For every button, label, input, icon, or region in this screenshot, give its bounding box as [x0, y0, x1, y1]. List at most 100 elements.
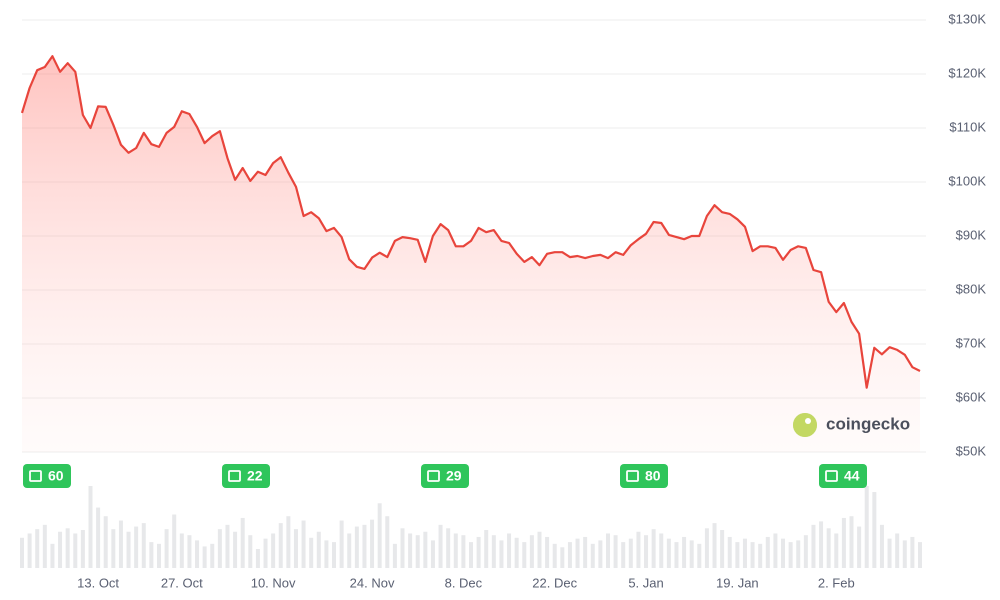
volume-bar: [408, 533, 413, 568]
volume-bar: [773, 533, 778, 568]
volume-bar: [491, 535, 496, 568]
x-tick-label: 22. Dec: [532, 575, 577, 590]
volume-bar: [370, 519, 375, 568]
volume-bar: [210, 543, 215, 568]
x-tick-label: 27. Oct: [161, 575, 203, 590]
volume-bar: [73, 533, 78, 568]
volume-bar: [727, 536, 732, 568]
volume-bar: [103, 516, 108, 568]
volume-bar: [172, 514, 177, 568]
volume-bar: [423, 531, 428, 568]
volume-bar: [195, 540, 200, 568]
badge-bg: [421, 464, 469, 488]
volume-bar: [187, 535, 192, 568]
volume-bar: [682, 536, 687, 568]
volume-bar: [819, 521, 824, 568]
volume-bar: [141, 523, 146, 568]
volume-bar: [499, 540, 504, 568]
badge-bg: [819, 464, 867, 488]
volume: [20, 486, 922, 568]
volume-bar: [362, 524, 367, 568]
volume-bar: [202, 546, 207, 568]
volume-bar: [697, 543, 702, 568]
volume-bar: [255, 549, 260, 568]
badge-bg: [620, 464, 668, 488]
volume-bar: [80, 530, 85, 568]
badge-count: 22: [247, 468, 263, 484]
logo-glow: [793, 413, 817, 437]
y-tick-label: $50K: [956, 443, 987, 458]
logo-eye: [805, 418, 811, 424]
volume-bar: [560, 547, 565, 568]
volume-bar: [537, 531, 542, 568]
volume-bar: [552, 543, 557, 568]
badge-icon: [427, 470, 440, 482]
volume-bar: [636, 531, 641, 568]
badge-count: 29: [446, 468, 462, 484]
volume-bar: [96, 507, 101, 568]
volume-bar: [118, 520, 123, 568]
badge-icon: [626, 470, 639, 482]
news-badge: 44: [819, 464, 867, 488]
volume-bar: [742, 538, 747, 568]
volume-bar: [788, 542, 793, 568]
x-tick-label: 8. Dec: [445, 575, 483, 590]
volume-bar: [88, 486, 93, 568]
volume-bar: [879, 524, 884, 568]
volume-bar: [720, 530, 725, 568]
volume-bar: [758, 543, 763, 568]
volume-bar: [613, 535, 618, 568]
volume-bar: [651, 529, 656, 568]
news-badge: 29: [421, 464, 469, 488]
volume-bar: [293, 529, 298, 568]
volume-bar: [20, 537, 24, 568]
badge-icon: [29, 470, 42, 482]
volume-bar: [674, 542, 679, 568]
volume-bar: [902, 540, 907, 568]
volume-bar: [27, 533, 32, 568]
volume-bar: [126, 531, 131, 568]
volume-bar: [765, 536, 770, 568]
watermark-text: coingecko: [826, 414, 910, 433]
volume-bar: [476, 536, 481, 568]
badge-bg: [222, 464, 270, 488]
news-badge: 60: [23, 464, 71, 488]
volume-bar: [621, 542, 626, 568]
volume-bar: [415, 535, 420, 568]
volume-bar: [918, 542, 922, 568]
y-tick-label: $110K: [949, 119, 986, 134]
volume-bar: [453, 533, 458, 568]
volume-bar: [735, 542, 740, 568]
volume-bar: [354, 526, 359, 568]
volume-bar: [522, 542, 527, 568]
watermark: coingecko: [793, 413, 910, 437]
volume-bar: [438, 524, 443, 568]
volume-bar: [514, 537, 519, 568]
volume-bar: [385, 516, 390, 568]
volume-bar: [849, 516, 854, 568]
volume-bar: [233, 531, 238, 568]
volume-bar: [217, 529, 222, 568]
x-tick-label: 5. Jan: [628, 575, 663, 590]
volume-bar: [750, 542, 755, 568]
volume-bar: [42, 524, 47, 568]
volume-bar: [446, 528, 451, 568]
y-tick-label: $100K: [948, 173, 986, 188]
y-tick-label: $80K: [956, 281, 987, 296]
volume-bar: [796, 540, 801, 568]
volume-bar: [316, 531, 321, 568]
volume-bar: [377, 503, 382, 568]
volume-bar: [271, 533, 276, 568]
volume-bar: [507, 533, 512, 568]
volume-bar: [841, 517, 846, 568]
volume-bar: [887, 538, 892, 568]
badge-icon: [825, 470, 838, 482]
volume-bar: [400, 528, 405, 568]
volume-bar: [598, 540, 603, 568]
volume-bar: [461, 535, 466, 568]
x-tick-label: 2. Feb: [818, 575, 855, 590]
volume-bar: [872, 492, 877, 568]
y-tick-label: $70K: [956, 335, 987, 350]
y-tick-label: $90K: [956, 227, 987, 242]
volume-bar: [666, 538, 671, 568]
